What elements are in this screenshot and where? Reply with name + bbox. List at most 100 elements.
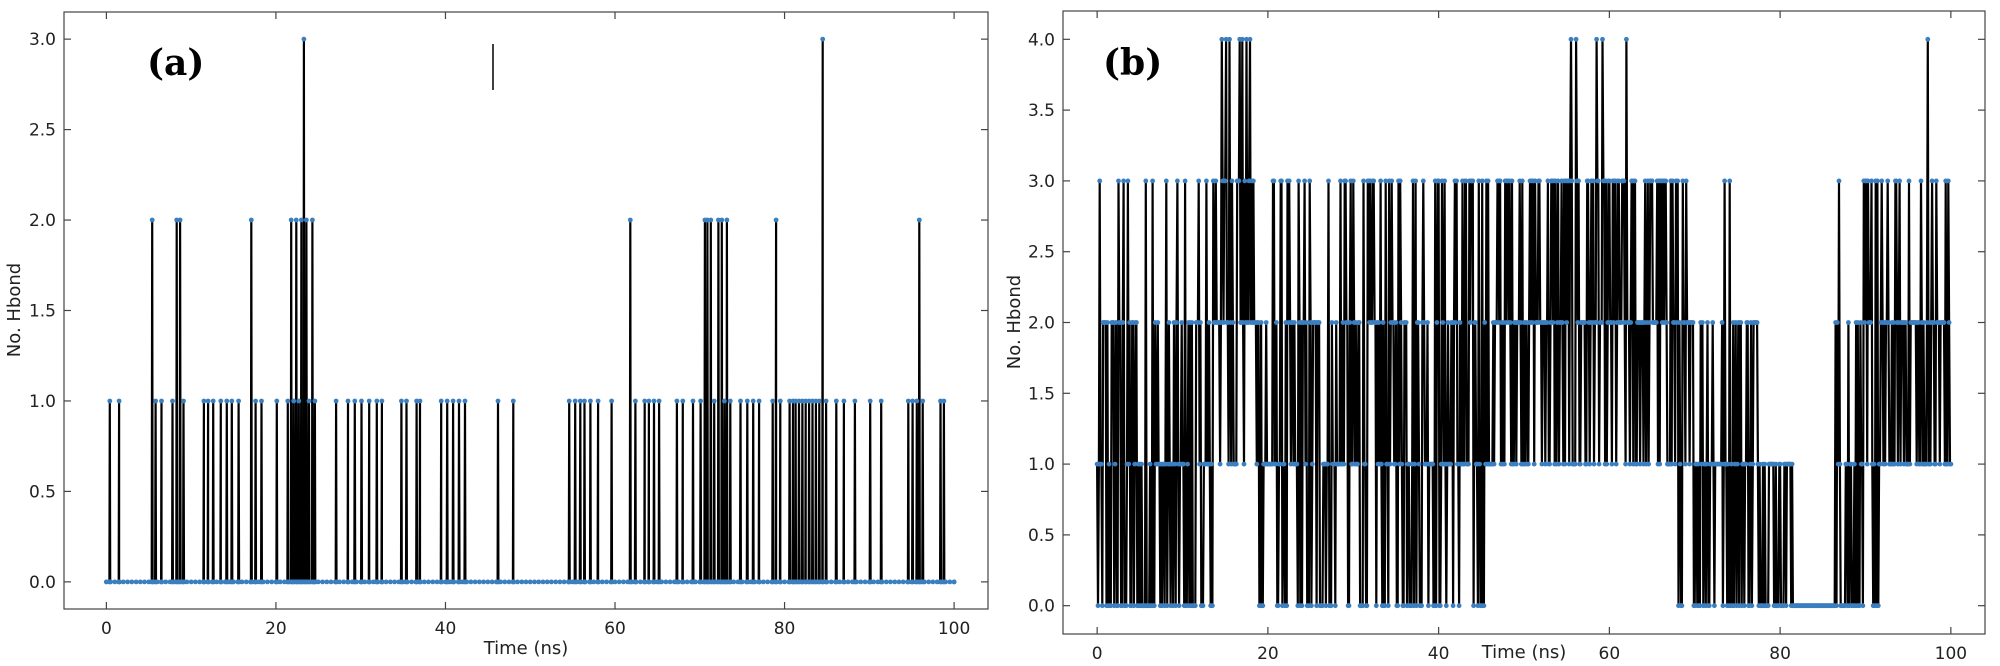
data-point [1099, 603, 1105, 609]
data-point [1413, 178, 1418, 184]
data-point [633, 398, 638, 404]
data-point [153, 398, 159, 404]
data-point [820, 36, 826, 42]
data-point [1704, 461, 1710, 467]
data-point [1112, 461, 1118, 467]
data-point [1864, 461, 1870, 467]
data-point [719, 217, 725, 223]
data-point [1361, 178, 1366, 184]
plot-area-b [1094, 36, 1954, 609]
axis-ticks-b: 0 20 40 60 80 100 0.0 0.5 1.0 1.5 2.0 2.5 3.0 3.5 4.0 [1028, 11, 1985, 664]
data-point [752, 579, 758, 585]
data-point [1175, 178, 1180, 184]
data-point [604, 579, 609, 585]
data-point [201, 579, 207, 585]
data-point [426, 579, 431, 585]
data-point [177, 217, 183, 223]
data-point [1518, 320, 1523, 325]
data-point [421, 579, 427, 585]
panel-label-b: (b) [1103, 42, 1162, 84]
data-point [1670, 178, 1675, 184]
data-point [1472, 320, 1478, 325]
data-point [841, 398, 847, 404]
series-markers-b [1094, 36, 1954, 609]
data-point [1198, 320, 1203, 325]
data-point [1907, 461, 1913, 467]
data-point [612, 579, 618, 585]
data-point [1415, 320, 1421, 325]
data-point [1338, 178, 1343, 184]
data-point [1241, 461, 1247, 467]
data-point [1897, 178, 1902, 184]
data-point [265, 579, 270, 585]
data-point [1113, 320, 1119, 325]
data-point [510, 398, 516, 404]
data-point [1393, 320, 1399, 325]
data-point [1582, 320, 1587, 325]
data-point [1437, 603, 1443, 609]
data-point [1858, 320, 1863, 325]
data-point [1258, 320, 1264, 325]
data-point [1712, 603, 1717, 609]
x-tick-label-b: 80 [1769, 644, 1791, 664]
data-point [1450, 603, 1456, 609]
data-point [1948, 461, 1954, 467]
data-point [170, 398, 175, 404]
data-point [1616, 178, 1622, 184]
data-point [951, 579, 957, 585]
data-point [810, 398, 815, 404]
data-point [1530, 320, 1535, 325]
data-point [502, 579, 508, 585]
data-point [1621, 178, 1627, 184]
data-point [1147, 461, 1153, 467]
data-point [1350, 178, 1356, 184]
data-point [1837, 461, 1843, 467]
data-point [756, 398, 762, 404]
y-tick-label-a: 0.0 [29, 573, 56, 593]
data-point [1467, 320, 1473, 325]
data-point [1750, 461, 1756, 467]
data-point [595, 398, 601, 404]
x-tick-label-b: 20 [1257, 644, 1279, 664]
data-point [708, 217, 714, 223]
data-point [1343, 178, 1348, 184]
data-point [269, 579, 275, 585]
data-point [1903, 320, 1908, 325]
data-point [239, 579, 245, 585]
data-point [1360, 603, 1366, 609]
y-tick-label-b: 1.0 [1028, 455, 1055, 475]
data-point [1275, 603, 1281, 609]
data-point [854, 579, 859, 585]
data-point [1719, 320, 1725, 325]
data-point [1576, 178, 1581, 184]
data-point [404, 398, 409, 404]
data-point [1150, 178, 1155, 184]
data-point [738, 398, 743, 404]
data-point [1683, 461, 1688, 467]
data-point [354, 579, 359, 585]
data-point [1545, 178, 1551, 184]
data-point [1509, 178, 1515, 184]
data-point [1426, 603, 1431, 609]
x-tick-label-a: 80 [774, 619, 796, 639]
data-point [1623, 461, 1628, 467]
data-point [1637, 461, 1643, 467]
data-point [1848, 461, 1854, 467]
data-point [716, 217, 721, 223]
data-point [1416, 461, 1422, 467]
data-point [1378, 178, 1383, 184]
data-point [1229, 178, 1235, 184]
data-point [388, 579, 393, 585]
data-point [1929, 178, 1935, 184]
data-point [1443, 603, 1449, 609]
data-point [549, 579, 554, 585]
data-point [1471, 603, 1476, 609]
data-point [1470, 178, 1476, 184]
data-point [1946, 320, 1952, 325]
data-point [540, 579, 546, 585]
data-point [1727, 178, 1733, 184]
data-point [1463, 178, 1469, 184]
data-point [142, 579, 147, 585]
data-point [566, 398, 572, 404]
data-point [1151, 603, 1157, 609]
